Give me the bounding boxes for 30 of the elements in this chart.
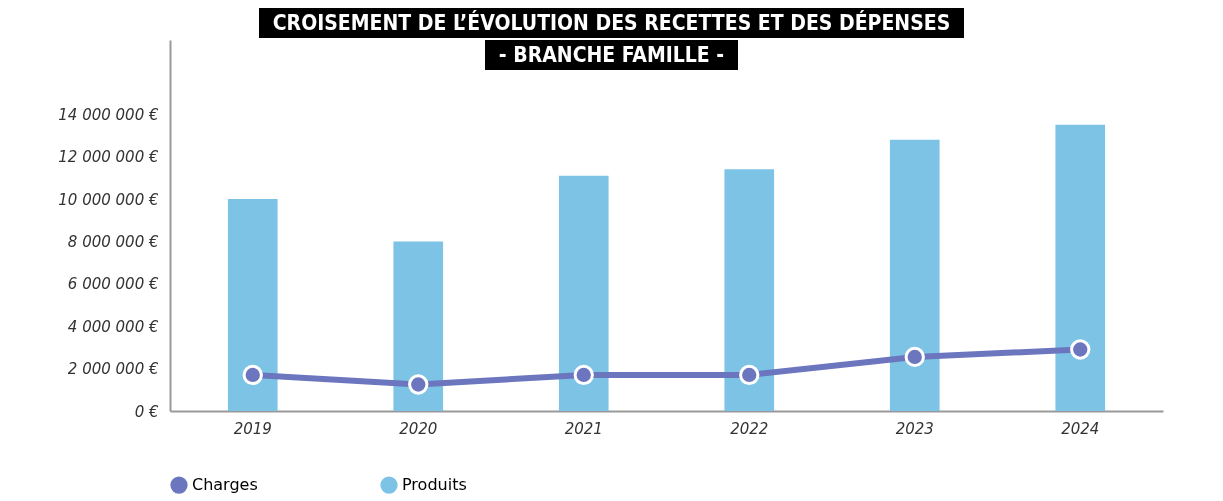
y-tick-label: 0 € [134, 402, 159, 421]
chart-subtitle: - BRANCHE FAMILLE - [484, 40, 739, 70]
bar [558, 175, 609, 411]
y-tick-label: 14 000 000 € [58, 105, 159, 124]
y-tick-label: 8 000 000 € [67, 232, 159, 251]
x-tick-label: 2023 [895, 419, 934, 438]
point [1070, 339, 1091, 360]
bar [227, 199, 278, 411]
x-tick-label: 2021 [564, 419, 603, 438]
y-tick-label: 6 000 000 € [67, 275, 159, 294]
point [408, 374, 429, 395]
x-tick-label: 2022 [730, 419, 769, 438]
bar [393, 241, 444, 411]
y-tick-label: 10 000 000 € [58, 190, 159, 209]
point [573, 364, 594, 386]
bar [1055, 124, 1106, 411]
x-tick-label: 2024 [1061, 419, 1100, 438]
y-tick-label: 12 000 000 € [58, 148, 159, 167]
y-tick-label: 2 000 000 € [67, 360, 159, 379]
legend-label: Charges [192, 475, 258, 495]
chart-title: CROISEMENT DE L’ÉVOLUTION DES RECETTES ET DES DÉPENSES [258, 8, 965, 38]
point [242, 364, 263, 386]
point [904, 346, 925, 368]
x-tick-label: 2019 [233, 419, 272, 438]
legend-label: Produits [402, 475, 467, 495]
x-tick-label: 2020 [399, 419, 438, 438]
point [739, 364, 760, 386]
bar [889, 139, 940, 411]
bar [724, 169, 775, 411]
y-tick-label: 4 000 000 € [67, 317, 159, 336]
